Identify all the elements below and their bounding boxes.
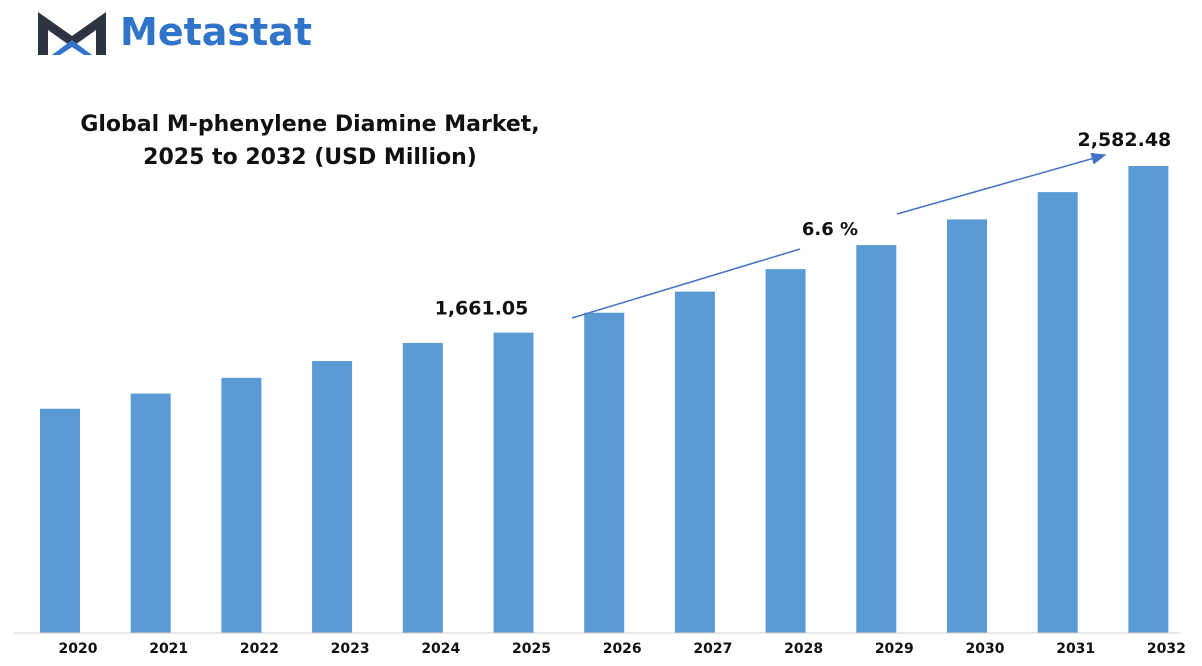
cagr-arrow [896,152,1107,215]
bar-2021 [130,393,171,633]
bar-2026 [584,312,625,633]
data-label-2032: 2,582.48 [1078,129,1172,151]
metastat-m-logo-icon [38,12,106,55]
brand-logo: Metastat [38,10,312,55]
chart-subtitle: 2025 to 2032 (USD Million) [143,145,477,170]
x-tick-label: 2020 [59,641,98,657]
bar-series [40,166,1169,634]
x-tick-label: 2025 [512,641,551,657]
x-tick-label: 2021 [149,641,188,657]
x-tick-label: 2030 [966,641,1005,657]
x-tick-label: 2023 [331,641,370,657]
x-tick-label: 2024 [421,641,460,657]
bar-2020 [40,408,80,633]
bar-2025 [493,332,534,633]
data-label-2025: 1,661.05 [435,298,529,320]
bar-2023 [312,361,353,633]
bar-2032 [1128,166,1169,633]
x-tick-label: 2032 [1147,641,1186,657]
x-tick-label: 2022 [240,641,279,657]
brand-name: Metastat [120,10,312,54]
bar-2024 [402,342,443,633]
x-tick-label: 2026 [603,641,642,657]
x-tick-label: 2031 [1056,641,1095,657]
x-tick-label: 2027 [693,641,732,657]
bar-2029 [856,245,897,634]
bar-2030 [947,219,987,634]
x-tick-label: 2029 [875,641,914,657]
cagr-arrow-segment [571,248,801,319]
cagr-label: 6.6 % [802,219,858,240]
bar-2031 [1037,192,1078,633]
chart-title: Global M-phenylene Diamine Market, [80,112,539,137]
x-axis-ticks: 2020 2021 2022 2023 2024 2025 2026 2027 2028 2029… [59,641,1186,657]
bar-2022 [221,377,262,633]
cagr-annotation: 6.6 % [571,152,1107,319]
bar-2028 [765,269,806,633]
x-tick-label: 2028 [784,641,823,657]
data-labels: 1,661.05 2,582.48 [435,129,1172,320]
bar-2027 [674,291,715,633]
